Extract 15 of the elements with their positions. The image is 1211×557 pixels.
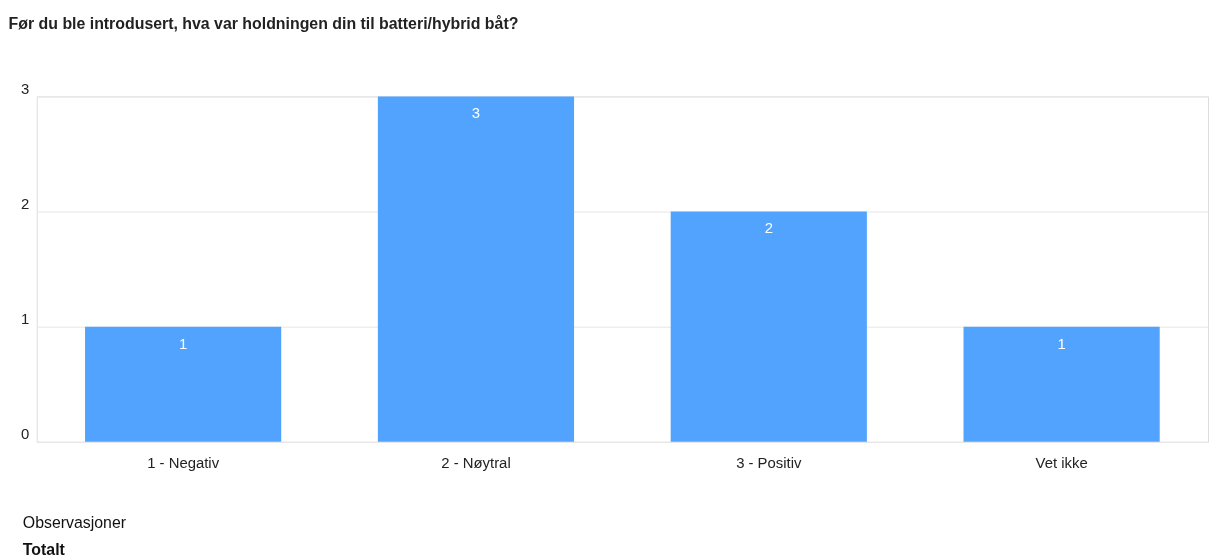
- x-tick-label: Vet ikke: [1035, 455, 1088, 472]
- text: Observasjoner: [22, 514, 127, 532]
- y-tick-label: 2: [21, 196, 30, 213]
- data-label: 3: [471, 105, 481, 122]
- x-tick-label: 3 - Positiv: [736, 455, 802, 472]
- text: Totalt: [22, 540, 66, 557]
- x-tick-label: 2 - Nøytral: [441, 455, 511, 472]
- data-label: 1: [179, 335, 188, 352]
- data-label: 1: [1057, 335, 1066, 352]
- data-label: 2: [764, 220, 773, 237]
- chart-title: Før du ble introdusert, hva var holdningen din til batteri/hybrid båt?: [8, 14, 519, 32]
- x-tick-label: 1 - Negativ: [147, 455, 220, 472]
- y-tick-label: 0: [21, 426, 30, 443]
- y-tick-label: 3: [21, 80, 30, 97]
- y-tick-label: 1: [21, 311, 30, 328]
